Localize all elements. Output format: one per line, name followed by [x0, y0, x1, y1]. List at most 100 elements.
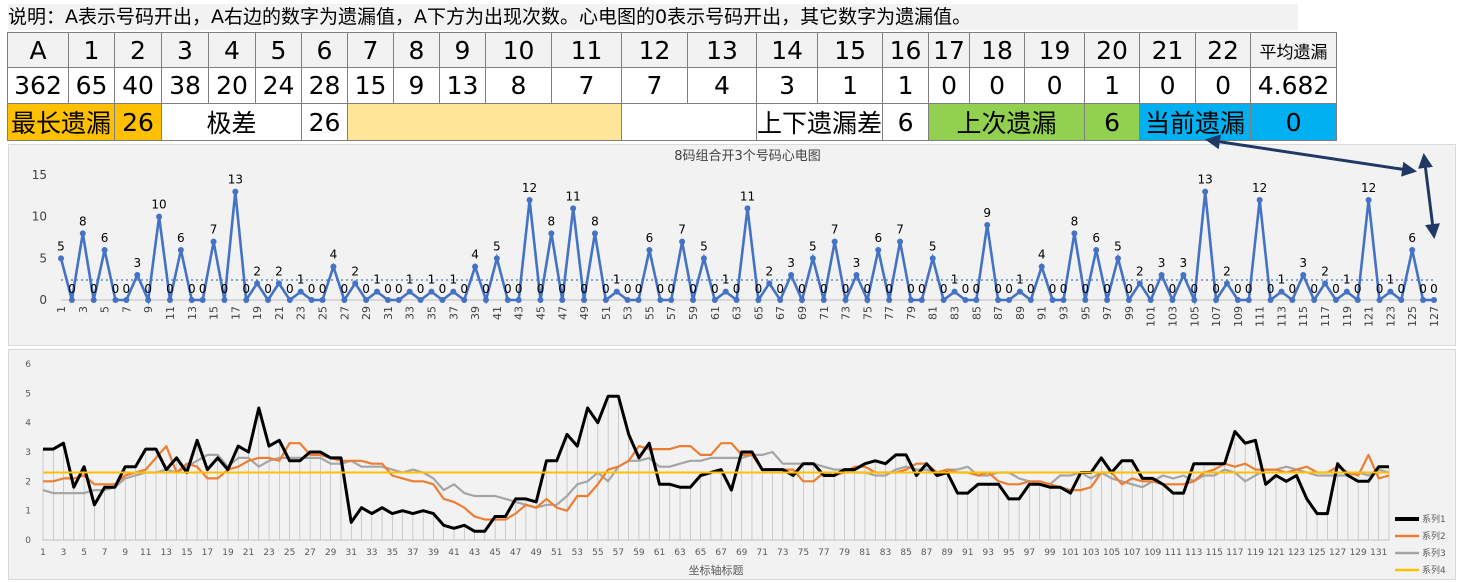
data-label: 6	[874, 231, 882, 245]
header-cell: 16	[882, 32, 930, 68]
header-cell: 5	[255, 32, 302, 68]
x-tick-label: 23	[263, 548, 274, 558]
data-label: 0	[1397, 282, 1405, 296]
x-tick-label: 111	[1165, 548, 1182, 558]
data-label: 0	[439, 282, 447, 296]
data-point	[341, 297, 348, 303]
y-tick-label: 0	[25, 536, 31, 546]
data-label: 0	[1103, 282, 1111, 296]
data-point	[1322, 280, 1329, 287]
count-cell: 4	[687, 67, 757, 104]
data-label: 0	[384, 282, 392, 296]
data-point	[297, 288, 304, 295]
data-label: 0	[1212, 282, 1220, 296]
data-point	[657, 297, 664, 303]
x-tick-label: 45	[489, 548, 500, 558]
data-point	[1006, 297, 1013, 303]
data-label: 0	[504, 282, 512, 296]
x-tick-label: 27	[338, 306, 351, 320]
legend-entry: 系列2	[1422, 530, 1446, 542]
range-value: 26	[301, 103, 348, 141]
x-tick-label: 27	[304, 548, 315, 558]
data-label: 0	[558, 282, 566, 296]
data-label: 1	[722, 273, 730, 287]
count-cell: 0	[1024, 67, 1086, 104]
data-point	[744, 205, 751, 212]
x-tick-label: 69	[796, 306, 809, 320]
data-label: 2	[1321, 264, 1329, 278]
data-point	[1267, 297, 1274, 303]
ecg-chart-area: 8码组合开3个号码心电图 0 5 10 15 5 0 8 0 6 0 0 3 0 10 0 6 0 0 7 0 13 0 2 0…	[8, 144, 1456, 346]
count-cell: 1	[1084, 67, 1141, 104]
data-label: 0	[657, 282, 665, 296]
x-tick-label: 79	[905, 306, 918, 320]
series-chart-area: 0 1 2 3 4 5 6 1 3 5 7 9 11 13 15 17 19 21 23 25 27 29 31 33 35 37…	[8, 349, 1456, 580]
data-point	[820, 297, 827, 303]
data-label: 6	[1092, 231, 1100, 245]
header-cell: 3	[161, 32, 209, 68]
header-cell: 11	[551, 32, 622, 68]
header-cell: 10	[485, 32, 552, 68]
data-point	[995, 297, 1002, 303]
count-cell: 3	[755, 67, 819, 104]
x-tick-label: 45	[534, 306, 547, 320]
data-point	[1016, 288, 1023, 295]
data-label: 0	[199, 282, 207, 296]
data-point	[635, 297, 642, 303]
data-point	[1136, 280, 1143, 287]
x-tick-label: 47	[510, 548, 521, 558]
data-label: 0	[711, 282, 719, 296]
data-point	[1114, 255, 1121, 262]
x-tick-label: 11	[140, 548, 151, 558]
data-label: 0	[221, 282, 229, 296]
x-tick-label: 119	[1341, 306, 1354, 327]
last-omission-value: 6	[1084, 103, 1141, 141]
x-tick-label: 97	[1024, 548, 1035, 558]
x-tick-label: 85	[900, 548, 911, 558]
x-tick-label: 131	[1370, 548, 1387, 558]
x-tick-label: 113	[1185, 548, 1202, 558]
data-label: 2	[1136, 264, 1144, 278]
count-cell: 7	[551, 67, 622, 104]
count-cell: 38	[161, 67, 209, 104]
x-tick-label: 91	[1036, 306, 1049, 320]
data-point	[1376, 297, 1383, 303]
data-label: 0	[1376, 282, 1384, 296]
x-tick-label: 39	[428, 548, 440, 558]
x-tick-label: 127	[1329, 548, 1346, 558]
y-tick-label: 4	[25, 419, 31, 429]
x-tick-label: 33	[366, 548, 377, 558]
data-point	[1093, 247, 1100, 253]
x-tick-label: 109	[1144, 548, 1161, 558]
header-cell: 14	[755, 32, 819, 68]
data-label: 1	[1278, 273, 1286, 287]
data-point	[733, 297, 740, 303]
x-tick-label: 125	[1308, 548, 1325, 558]
x-axis-title: 坐标轴标题	[689, 563, 744, 577]
y-tick-label: 5	[39, 251, 47, 265]
x-tick-label: 103	[1166, 306, 1179, 327]
data-point	[624, 297, 631, 303]
data-label: 0	[286, 282, 294, 296]
x-tick-label: 19	[222, 548, 234, 558]
x-tick-label: 105	[1103, 548, 1120, 558]
count-cell: 65	[68, 67, 115, 104]
count-cell: 0	[928, 67, 971, 104]
x-tick-label: 91	[962, 548, 973, 558]
header-cell: 7	[347, 32, 394, 68]
data-point	[1082, 297, 1089, 303]
data-label: 11	[566, 189, 581, 203]
updown-diff-value: 6	[882, 103, 930, 141]
x-tick-label: 43	[469, 548, 480, 558]
data-label: 0	[755, 282, 763, 296]
last-omission-label: 上次遗漏	[928, 103, 1086, 141]
data-point	[156, 213, 163, 220]
x-tick-label: 87	[921, 548, 932, 558]
data-point	[504, 297, 511, 303]
x-tick-label: 41	[448, 548, 459, 558]
data-label: 0	[1419, 282, 1427, 296]
data-label: 5	[1114, 239, 1122, 253]
y-tick-label: 15	[32, 168, 47, 182]
data-point	[1180, 272, 1187, 278]
